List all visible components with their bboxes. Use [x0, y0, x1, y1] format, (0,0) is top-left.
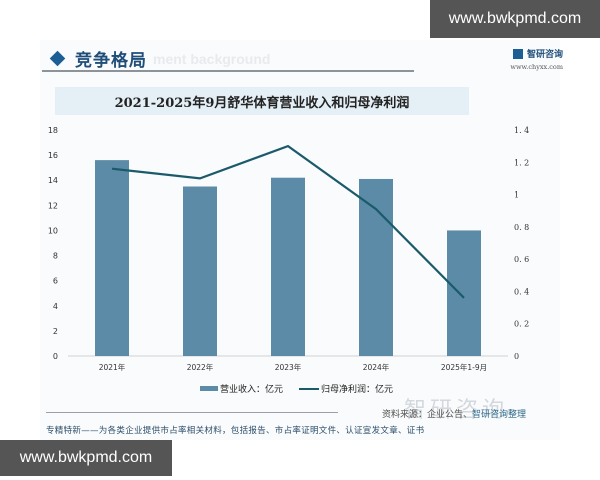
line-series: [111, 144, 465, 299]
left-tick-label: 16: [48, 151, 58, 160]
right-tick-label: 0: [514, 352, 519, 361]
left-tick-label: 10: [48, 226, 58, 235]
left-tick-label: 0: [53, 352, 58, 361]
category-labels: 2021年 2022年 2023年 2024年 2025年1-9月: [99, 362, 487, 372]
chart-title: 2021-2025年9月舒华体育营业收入和归母净利润: [114, 95, 410, 111]
bar: [359, 178, 393, 356]
section-ghost-text: ment background: [153, 50, 271, 67]
left-axis: 0 2 4 6 8 10 12 14 16 18: [48, 126, 58, 361]
left-tick-label: 8: [53, 252, 58, 261]
left-tick-label: 6: [53, 277, 58, 286]
section-title: 竞争格局: [75, 51, 147, 71]
category-label: 2025年1-9月: [441, 362, 487, 372]
source-note: 资料来源：企业公告、智研咨询整理: [382, 407, 526, 420]
source-org: 智研咨询整理: [472, 410, 527, 420]
left-tick-label: 12: [48, 201, 58, 210]
category-label: 2022年: [187, 362, 214, 372]
legend-line-swatch: [299, 387, 320, 390]
bar: [183, 186, 217, 356]
brand-logo-icon: [512, 48, 523, 59]
left-tick-label: 2: [53, 327, 58, 336]
left-tick-label: 18: [48, 126, 58, 135]
right-tick-label: 0. 4: [514, 287, 529, 296]
right-tick-label: 0. 6: [514, 255, 529, 264]
brand-url: www.chyxx.com: [510, 63, 563, 71]
legend-line-label: 归母净利润：亿元: [321, 385, 394, 395]
brand-name: 智研咨询: [526, 50, 563, 60]
bar: [271, 177, 305, 356]
footer-note: 专精特新——为各类企业提供市占率相关材料，包括报告、市占率证明文件、认证宣发文章…: [46, 426, 425, 436]
right-tick-label: 0. 8: [514, 223, 529, 232]
bar: [447, 230, 481, 356]
bar: [95, 160, 129, 356]
section-header: 竞争格局 ment background: [48, 46, 270, 71]
category-label: 2023年: [275, 362, 302, 372]
source-prefix: 资料来源：企业公告、: [382, 410, 473, 420]
header-divider: [42, 70, 414, 72]
bar-series: [95, 160, 481, 356]
brand-watermark: 智研咨询: [404, 398, 509, 423]
legend-bar-label: 营业收入：亿元: [220, 385, 284, 395]
legend: 营业收入：亿元 归母净利润：亿元: [200, 382, 393, 395]
left-tick-label: 14: [48, 176, 58, 185]
chart-title-band: 2021-2025年9月舒华体育营业收入和归母净利润: [55, 87, 469, 115]
right-tick-label: 0. 2: [514, 320, 529, 329]
left-tick-label: 4: [53, 302, 58, 311]
watermark-bottom: www.bwkpmd.com: [0, 440, 172, 476]
watermark-top: www.bwkpmd.com: [430, 0, 600, 38]
footer-divider: [46, 412, 338, 413]
legend-bar-swatch: [200, 386, 218, 391]
right-tick-label: 1: [514, 191, 519, 200]
category-label: 2024年: [363, 362, 390, 372]
right-tick-label: 1. 2: [514, 158, 529, 167]
right-tick-label: 1. 4: [514, 126, 529, 135]
right-axis: 0 0. 2 0. 4 0. 6 0. 8 1 1. 2 1. 4: [514, 126, 529, 361]
brand-logo-block: 智研咨询 www.chyxx.com: [483, 47, 563, 71]
category-label: 2021年: [99, 362, 126, 372]
